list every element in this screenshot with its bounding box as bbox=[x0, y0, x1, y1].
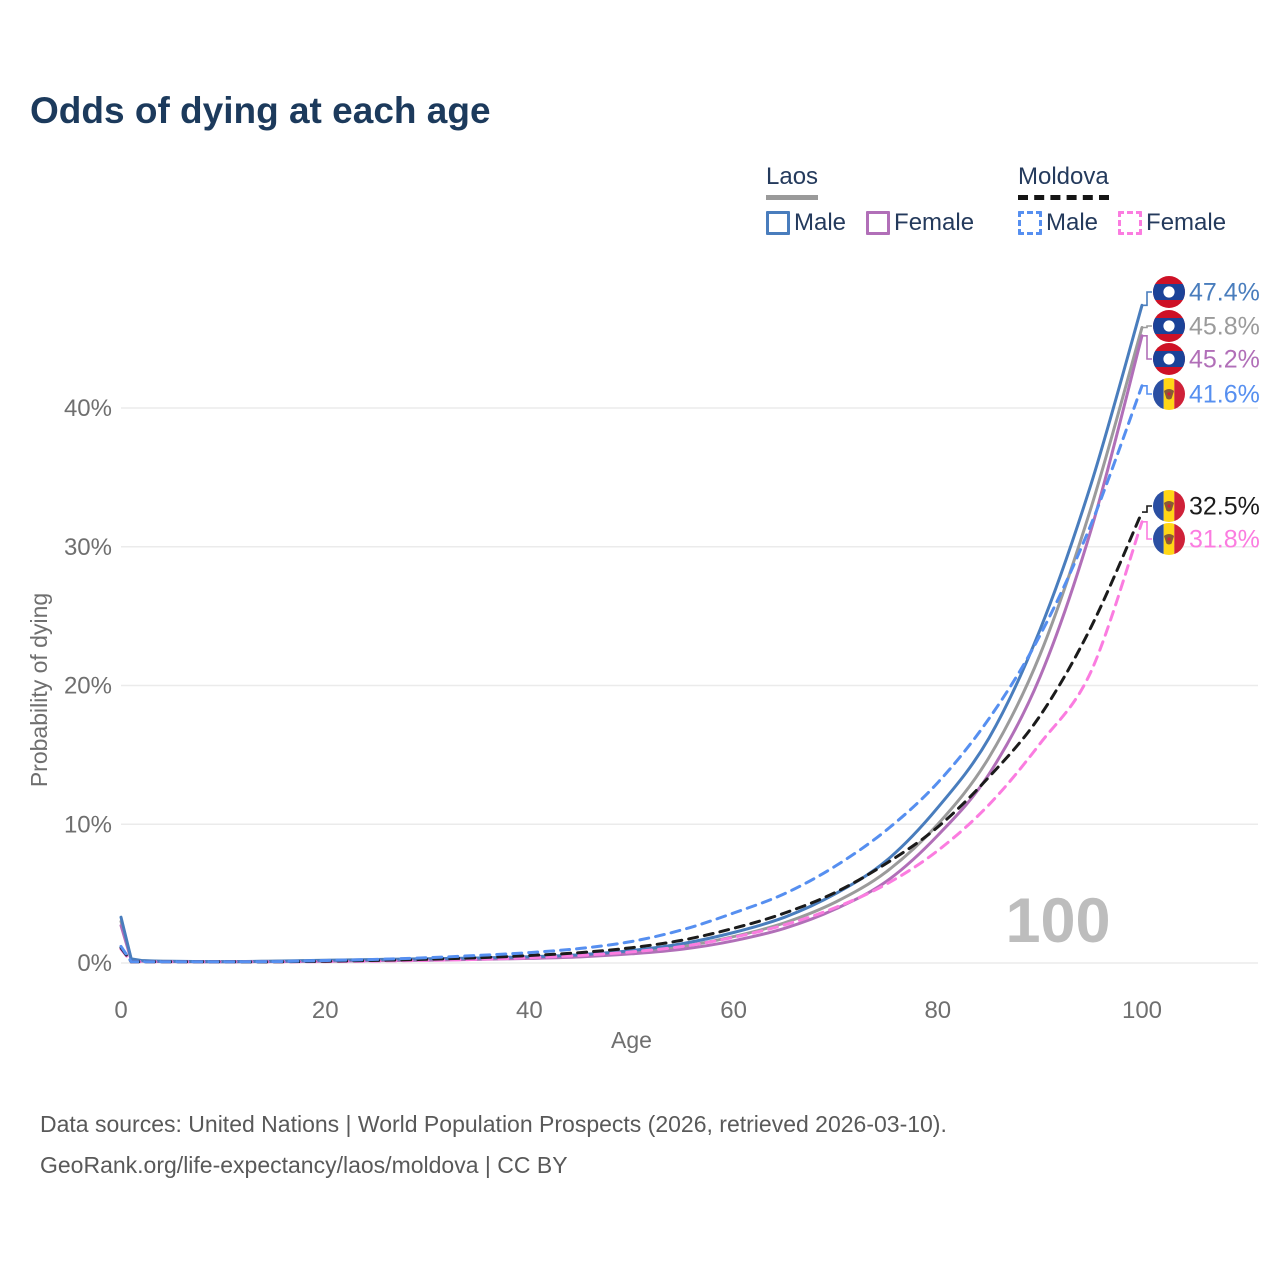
series-line-laos-both-sexes[interactable] bbox=[119, 326, 1144, 964]
end-label-laos-male[interactable]: 47.4% bbox=[1189, 279, 1260, 307]
label-connector bbox=[1142, 505, 1152, 513]
legend-country-moldova[interactable]: Moldova bbox=[1018, 163, 1109, 200]
series-line-moldova-female[interactable] bbox=[119, 520, 1144, 964]
end-label-moldova-female[interactable]: 31.8% bbox=[1189, 526, 1260, 554]
moldova-flag-icon bbox=[1153, 378, 1185, 410]
x-tick-0: 0 bbox=[114, 997, 127, 1024]
y-tick-10%: 10% bbox=[64, 811, 112, 838]
end-label-moldova-both-sexes[interactable]: 32.5% bbox=[1189, 493, 1260, 521]
legend-country-laos[interactable]: Laos bbox=[766, 163, 819, 200]
legend-label-laos-male[interactable]: Male bbox=[794, 209, 847, 236]
series-line-moldova-male[interactable] bbox=[119, 384, 1144, 964]
legend-group-moldova: Moldova Male Female bbox=[1018, 163, 1246, 237]
end-label-moldova-male[interactable]: 41.6% bbox=[1189, 381, 1260, 409]
series-line-laos-female[interactable] bbox=[119, 334, 1144, 964]
legend-row-moldova: Male Female bbox=[1018, 209, 1246, 237]
legend-swatch-laos-male[interactable] bbox=[766, 211, 790, 235]
laos-flag-icon bbox=[1153, 276, 1185, 308]
label-connector bbox=[1142, 291, 1152, 307]
footer-data-sources: Data sources: United Nations | World Pop… bbox=[40, 1111, 947, 1137]
legend-swatch-moldova-male[interactable] bbox=[1018, 211, 1042, 235]
legend-label-laos-female[interactable]: Female bbox=[894, 209, 975, 236]
moldova-flag-icon bbox=[1153, 523, 1185, 555]
label-connector bbox=[1142, 335, 1152, 360]
watermark-age-100: 100 bbox=[1005, 886, 1110, 956]
legend-swatch-laos-female[interactable] bbox=[866, 211, 891, 235]
end-label-laos-both-sexes[interactable]: 45.8% bbox=[1189, 313, 1260, 341]
legend-label-moldova-male[interactable]: Male bbox=[1046, 209, 1099, 236]
legend-swatch-moldova-female[interactable] bbox=[1118, 211, 1143, 235]
x-tick-20: 20 bbox=[312, 997, 339, 1024]
legend-country-moldova-label: Moldova bbox=[1018, 163, 1109, 190]
x-tick-40: 40 bbox=[516, 997, 543, 1024]
legend-underline-laos bbox=[766, 195, 819, 200]
series-line-laos-male[interactable] bbox=[119, 303, 1144, 964]
y-tick-30%: 30% bbox=[64, 534, 112, 561]
footer-attribution: GeoRank.org/life-expectancy/laos/moldova… bbox=[40, 1152, 568, 1178]
x-tick-100: 100 bbox=[1122, 997, 1162, 1024]
series-line-moldova-both-sexes[interactable] bbox=[119, 510, 1144, 964]
legend-country-laos-label: Laos bbox=[766, 163, 819, 190]
laos-flag-icon bbox=[1153, 343, 1185, 375]
label-connector bbox=[1142, 325, 1152, 329]
label-connector bbox=[1142, 521, 1152, 540]
y-tick-0%: 0% bbox=[77, 950, 112, 977]
moldova-flag-icon bbox=[1153, 490, 1185, 522]
x-axis-title: Age bbox=[611, 1027, 652, 1053]
chart-title: Odds of dying at each age bbox=[30, 90, 491, 131]
legend-label-moldova-female[interactable]: Female bbox=[1146, 209, 1227, 236]
end-label-laos-female[interactable]: 45.2% bbox=[1189, 346, 1260, 374]
laos-flag-icon bbox=[1153, 310, 1185, 342]
y-axis-title: Probability of dying bbox=[26, 593, 52, 787]
label-connector bbox=[1142, 385, 1152, 395]
legend: Laos Male Female Moldova Male Female bbox=[0, 0, 1280, 250]
x-tick-60: 60 bbox=[720, 997, 747, 1024]
mortality-line-chart[interactable]: 100 0% 10% 20% 30% 40% Probability of dying 0 20… bbox=[0, 0, 1280, 1090]
x-tick-80: 80 bbox=[924, 997, 951, 1024]
legend-group-laos: Laos Male Female bbox=[766, 163, 994, 237]
legend-row-laos: Male Female bbox=[766, 209, 994, 237]
footer: Data sources: United Nations | World Pop… bbox=[40, 1104, 947, 1186]
y-tick-40%: 40% bbox=[64, 395, 112, 422]
y-tick-20%: 20% bbox=[64, 673, 112, 700]
legend-underline-moldova bbox=[1018, 195, 1109, 200]
